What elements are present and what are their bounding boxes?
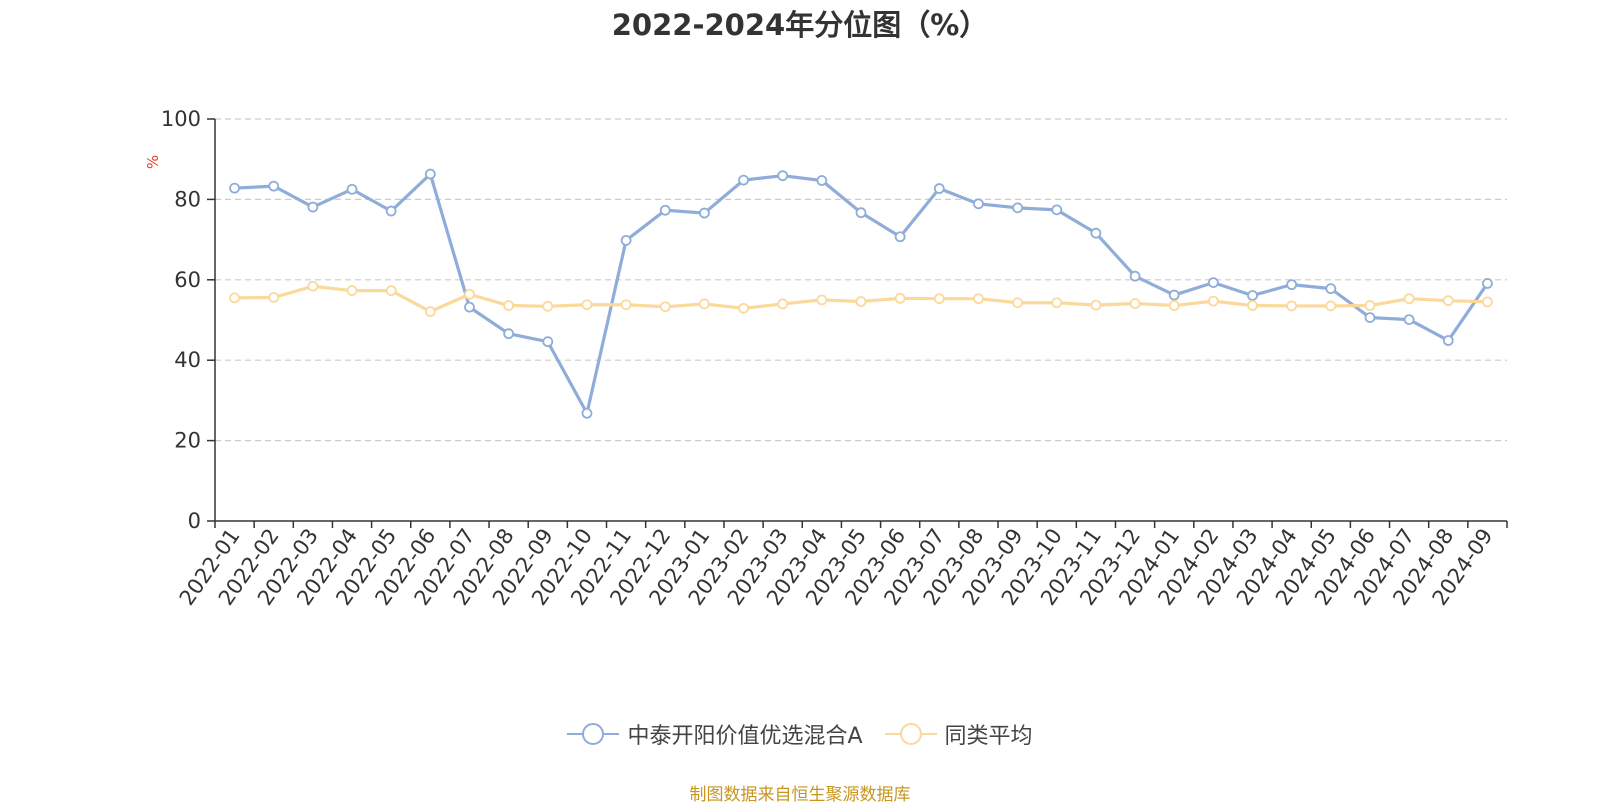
data-point-1 xyxy=(620,299,632,311)
data-point-1 xyxy=(424,306,436,317)
data-point-1 xyxy=(1012,297,1024,309)
data-point-1 xyxy=(1168,300,1180,311)
data-point-0 xyxy=(1364,312,1376,323)
data-point-0 xyxy=(1129,270,1141,282)
y-tick-label: 40 xyxy=(174,348,201,372)
data-point-0 xyxy=(1012,202,1024,214)
data-point-0 xyxy=(855,207,867,219)
data-point-0 xyxy=(268,180,280,192)
data-point-0 xyxy=(1442,335,1454,346)
y-tick-label: 100 xyxy=(161,107,201,131)
data-point-0 xyxy=(1247,290,1258,301)
grid-lines xyxy=(215,118,1507,442)
axes: 0204060801002022-012022-022022-032022-04… xyxy=(161,107,1508,610)
y-tick-label: 0 xyxy=(188,509,201,533)
data-point-0 xyxy=(698,207,710,219)
legend-label-average: 同类平均 xyxy=(944,724,1033,749)
data-point-1 xyxy=(1325,300,1337,312)
data-point-1 xyxy=(268,292,280,303)
data-point-0 xyxy=(659,204,671,216)
y-tick-label: 20 xyxy=(174,429,201,453)
y-tick-label: 60 xyxy=(174,268,201,292)
data-point-1 xyxy=(777,298,789,310)
data-point-1 xyxy=(542,300,554,312)
data-point-0 xyxy=(1168,289,1180,301)
data-point-1 xyxy=(855,296,867,307)
legend-item-fund[interactable]: 中泰开阳价值优选混合A xyxy=(567,718,863,750)
data-point-1 xyxy=(464,288,475,300)
data-point-0 xyxy=(229,182,240,194)
data-point-0 xyxy=(1403,314,1415,325)
data-point-1 xyxy=(346,285,358,297)
legend-swatch-average xyxy=(884,723,937,745)
data-point-1 xyxy=(307,280,319,292)
data-point-1 xyxy=(659,301,671,313)
data-point-1 xyxy=(229,292,240,304)
data-point-1 xyxy=(1247,300,1258,311)
y-tick-label: 80 xyxy=(174,187,201,211)
data-point-1 xyxy=(1442,295,1454,307)
legend: 中泰开阳价值优选混合A 同类平均 xyxy=(0,718,1600,750)
legend-swatch-fund xyxy=(567,723,620,745)
data-point-1 xyxy=(1051,297,1063,309)
data-point-1 xyxy=(581,299,593,311)
data-point-1 xyxy=(738,302,749,314)
data-point-0 xyxy=(307,201,319,213)
data-point-0 xyxy=(894,231,906,243)
data-point-0 xyxy=(777,170,789,182)
data-point-1 xyxy=(1129,298,1141,309)
data-point-1 xyxy=(1090,299,1102,311)
data-point-0 xyxy=(933,183,945,194)
y-axis-label: % xyxy=(144,155,162,169)
data-point-1 xyxy=(385,285,397,297)
legend-item-average[interactable]: 同类平均 xyxy=(884,718,1033,750)
data-point-0 xyxy=(385,205,397,217)
data-point-0 xyxy=(1325,283,1337,295)
data-point-0 xyxy=(1482,278,1493,289)
data-point-1 xyxy=(973,293,984,305)
data-point-0 xyxy=(581,407,593,419)
data-point-1 xyxy=(1364,300,1376,311)
data-point-1 xyxy=(1403,293,1415,305)
data-point-1 xyxy=(503,300,515,311)
data-point-1 xyxy=(1286,300,1298,312)
data-point-1 xyxy=(1207,295,1219,307)
data-point-0 xyxy=(346,183,358,195)
data-point-0 xyxy=(1051,204,1063,216)
data-point-0 xyxy=(816,175,828,186)
chart-title: 2022-2024年分位图（%） xyxy=(611,8,989,42)
source-note: 制图数据来自恒生聚源数据库 xyxy=(689,785,911,805)
data-point-1 xyxy=(1482,296,1493,308)
data-point-0 xyxy=(620,235,632,246)
data-point-0 xyxy=(464,301,475,313)
data-point-0 xyxy=(738,174,749,186)
data-point-0 xyxy=(503,328,515,340)
data-point-1 xyxy=(816,294,828,306)
legend-label-fund: 中泰开阳价值优选混合A xyxy=(627,724,863,749)
data-point-0 xyxy=(1090,227,1102,239)
data-point-0 xyxy=(542,336,554,348)
data-point-0 xyxy=(973,198,984,210)
data-point-0 xyxy=(1286,279,1298,291)
data-point-0 xyxy=(1207,277,1219,289)
data-point-1 xyxy=(933,293,945,305)
data-point-1 xyxy=(894,292,906,304)
data-point-0 xyxy=(424,168,436,180)
data-point-1 xyxy=(698,298,710,310)
series-group xyxy=(229,168,1493,419)
